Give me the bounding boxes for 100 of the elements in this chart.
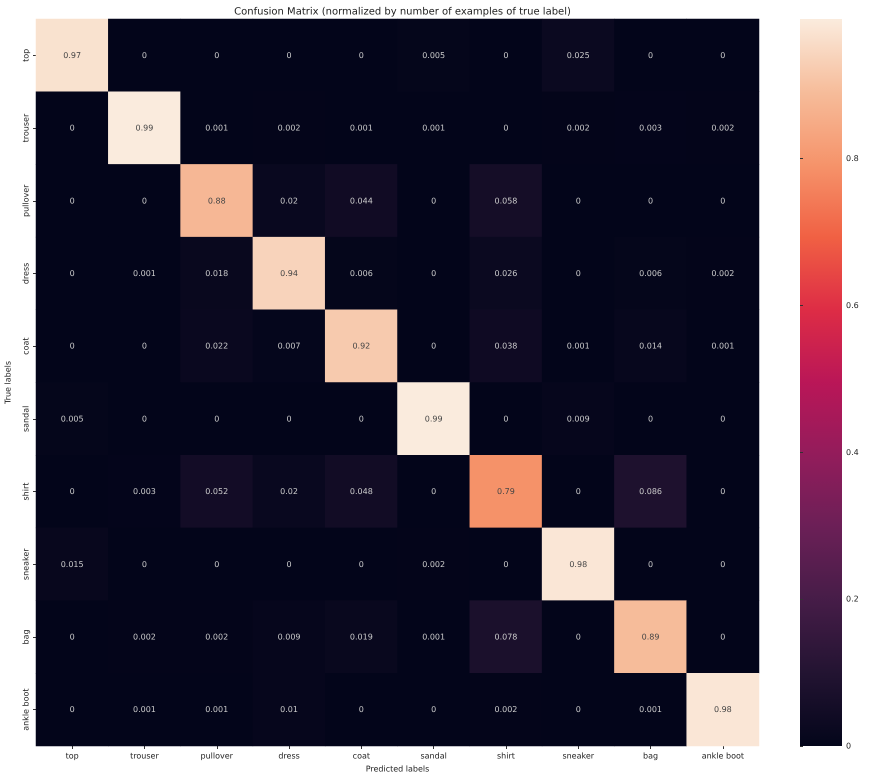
- data-label: 0: [431, 196, 436, 206]
- data-label: 0.006: [639, 268, 662, 278]
- data-label: 0.014: [639, 342, 662, 351]
- color-bar-label: 0.8: [846, 154, 859, 164]
- data-label: 0.99: [136, 124, 154, 133]
- data-label: 0.001: [132, 268, 156, 278]
- data-label: 0: [214, 560, 220, 569]
- data-label: 0: [431, 487, 436, 496]
- data-label: 0: [648, 560, 654, 569]
- data-label: 0.001: [132, 705, 156, 714]
- data-label: 0.015: [60, 560, 84, 569]
- data-label: 0.009: [278, 632, 301, 642]
- data-label: 0: [503, 414, 508, 424]
- data-label: 0.02: [280, 487, 298, 496]
- data-label: 0: [503, 50, 508, 60]
- data-label: 0.019: [350, 632, 373, 642]
- data-label: 0.001: [350, 124, 373, 133]
- x-tick-label: top: [66, 752, 79, 760]
- data-label: 0: [576, 705, 581, 714]
- data-label: 0.002: [205, 632, 228, 642]
- x-tick-label: pullover: [200, 752, 234, 760]
- data-label: 0.002: [132, 632, 156, 642]
- y-tick-label: sneaker: [22, 548, 30, 580]
- data-label: 0: [142, 342, 147, 351]
- data-label: 0: [576, 487, 581, 496]
- data-label: 0.001: [566, 342, 590, 351]
- y-axis-title: True labels: [4, 360, 12, 406]
- data-label: 0: [503, 124, 508, 133]
- data-label: 0: [720, 560, 726, 569]
- data-label: 0.026: [494, 268, 518, 278]
- x-tick-label: shirt: [497, 752, 515, 760]
- data-label: 0: [720, 414, 726, 424]
- data-label: 0: [142, 196, 147, 206]
- x-tick-label: ankle boot: [702, 752, 744, 760]
- data-label: 0.002: [494, 705, 518, 714]
- data-label: 0: [648, 50, 654, 60]
- data-label: 0: [648, 414, 654, 424]
- y-tick-label: ankle boot: [22, 688, 30, 731]
- data-label: 0.018: [205, 268, 228, 278]
- data-label: 0.89: [642, 632, 660, 642]
- data-label: 0.001: [422, 124, 446, 133]
- data-label: 0.044: [350, 196, 373, 206]
- data-label: 0: [720, 632, 726, 642]
- data-label: 0.02: [280, 196, 298, 206]
- data-label: 0.078: [494, 632, 518, 642]
- data-label: 0.99: [424, 414, 443, 424]
- data-label: 0.086: [639, 487, 662, 496]
- data-label: 0.98: [569, 560, 588, 569]
- data-label: 0.001: [205, 124, 228, 133]
- data-label: 0.98: [714, 705, 732, 714]
- data-label: 0.002: [278, 124, 301, 133]
- chart-title: Confusion Matrix (normalized by number of examples of true label): [234, 6, 571, 18]
- data-label: 0: [286, 414, 292, 424]
- data-label: 0.048: [350, 487, 373, 496]
- x-tick-label: dress: [278, 752, 300, 760]
- data-label: 0: [576, 196, 581, 206]
- data-label: 0: [214, 50, 220, 60]
- data-label: 0.002: [422, 560, 446, 569]
- data-label: 0: [720, 487, 726, 496]
- data-label: 0.038: [494, 342, 518, 351]
- y-tick-label: dress: [22, 262, 30, 284]
- data-label: 0: [70, 632, 75, 642]
- data-label: 0: [431, 705, 436, 714]
- x-axis-title: Predicted labels: [366, 764, 430, 774]
- data-label: 0.88: [208, 196, 226, 206]
- data-label: 0: [358, 560, 364, 569]
- y-tick-label: trouser: [22, 113, 30, 142]
- data-label: 0.001: [205, 705, 228, 714]
- data-label: 0.006: [350, 268, 373, 278]
- y-tick-label: shirt: [22, 482, 30, 500]
- color-bar-label: 0.2: [846, 594, 859, 604]
- data-label: 0.002: [711, 124, 734, 133]
- data-label: 0.052: [205, 487, 228, 496]
- y-tick-label: coat: [22, 337, 30, 355]
- data-label: 0: [358, 705, 364, 714]
- x-tick-label: coat: [352, 752, 370, 760]
- data-label: 0.005: [60, 414, 84, 424]
- data-label: 0.022: [205, 342, 228, 351]
- data-label: 0.94: [280, 268, 298, 278]
- data-label: 0.003: [639, 124, 662, 133]
- color-bar-label: 0.6: [846, 300, 859, 310]
- data-label: 0.025: [566, 50, 590, 60]
- data-label: 0: [358, 414, 364, 424]
- data-label: 0: [431, 268, 436, 278]
- data-label: 0: [286, 50, 292, 60]
- data-label: 0: [142, 50, 147, 60]
- color-bar-label: 0: [846, 742, 852, 750]
- y-tick-label: bag: [22, 629, 30, 644]
- y-tick-label: pullover: [22, 184, 30, 217]
- data-label: 0.005: [422, 50, 446, 60]
- data-label: 0.001: [639, 705, 662, 714]
- data-label: 0: [286, 560, 292, 569]
- data-label: 0.97: [63, 50, 82, 60]
- data-label: 0.003: [132, 487, 156, 496]
- color-bar-label: 0.4: [846, 448, 859, 457]
- data-label: 0.001: [711, 342, 734, 351]
- data-label: 0: [648, 196, 654, 206]
- data-label: 0.79: [497, 487, 515, 496]
- data-label: 0: [70, 124, 75, 133]
- data-label: 0: [720, 196, 726, 206]
